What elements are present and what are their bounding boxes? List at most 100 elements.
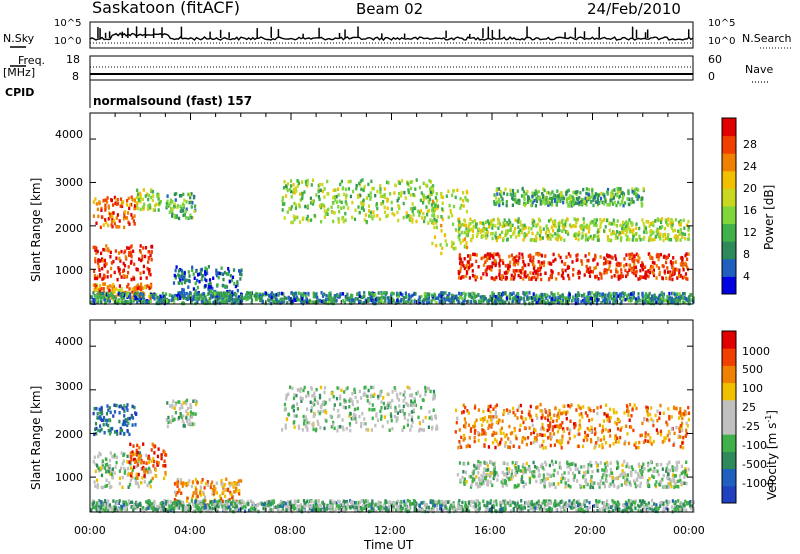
heatmap-cell [405, 215, 408, 219]
heatmap-cell [185, 296, 188, 301]
heatmap-cell [589, 200, 592, 204]
heatmap-cell [647, 274, 650, 279]
xtick-label: 04:00 [174, 524, 206, 537]
heatmap-cell [460, 230, 463, 235]
heatmap-cell [427, 386, 430, 391]
heatmap-cell [238, 488, 241, 493]
heatmap-cell [190, 484, 193, 489]
heatmap-cell [223, 488, 226, 492]
heatmap-cell [619, 301, 622, 306]
heatmap-cell [385, 180, 389, 185]
heatmap-cell [190, 301, 193, 305]
heatmap-cell [649, 267, 652, 271]
heatmap-cell [635, 269, 638, 274]
heatmap-cell [511, 301, 514, 305]
heatmap-cell [540, 200, 543, 204]
heatmap-cell [652, 268, 655, 273]
heatmap-cell [471, 269, 474, 273]
heatmap-cell [518, 256, 521, 260]
heatmap-cell [224, 300, 227, 304]
heatmap-cell [511, 188, 515, 193]
heatmap-cell [587, 300, 590, 305]
heatmap-cell [128, 246, 131, 250]
heatmap-cell [336, 429, 339, 433]
heatmap-cell [567, 232, 570, 236]
heatmap-cell [185, 419, 189, 423]
heatmap-cell [610, 194, 613, 198]
heatmap-cell [275, 293, 278, 297]
heatmap-cell [672, 443, 675, 447]
heatmap-cell [428, 179, 431, 183]
heatmap-cell [398, 300, 401, 304]
heatmap-cell [110, 198, 113, 202]
heatmap-cell [606, 203, 609, 207]
heatmap-cell [551, 428, 554, 432]
heatmap-cell [129, 294, 132, 299]
heatmap-cell [322, 203, 325, 207]
heatmap-cell [179, 204, 182, 209]
heatmap-cell [93, 298, 96, 302]
heatmap-cell [403, 190, 406, 195]
heatmap-cell [687, 237, 690, 241]
heatmap-cell [407, 190, 410, 195]
heatmap-cell [411, 403, 414, 408]
heatmap-cell [552, 295, 555, 299]
heatmap-cell [312, 202, 315, 206]
heatmap-cell [515, 235, 518, 239]
heatmap-cell [411, 293, 414, 298]
heatmap-cell [199, 294, 202, 298]
heatmap-cell [237, 479, 240, 483]
heatmap-cell [260, 297, 263, 301]
heatmap-cell [562, 227, 566, 232]
heatmap-cell [332, 407, 335, 411]
heatmap-cell [357, 205, 360, 209]
heatmap-cell [218, 271, 221, 276]
heatmap-cell [220, 478, 223, 483]
heatmap-cell [617, 277, 620, 281]
heatmap-cell [288, 187, 291, 192]
heatmap-cell [674, 260, 677, 264]
heatmap-cell [632, 292, 635, 297]
heatmap-cell [234, 486, 238, 491]
heatmap-cell [408, 412, 411, 417]
heatmap-cell [435, 243, 438, 248]
heatmap-cell [131, 468, 134, 472]
heatmap-cell [128, 432, 131, 437]
heatmap-cell [630, 200, 633, 205]
heatmap-cell [124, 249, 127, 253]
heatmap-cell [548, 219, 551, 223]
heatmap-cell [571, 195, 574, 199]
heatmap-cell [502, 238, 505, 243]
heatmap-cell [331, 422, 335, 427]
heatmap-cell [413, 299, 416, 304]
heatmap-cell [457, 271, 460, 275]
heatmap-cell [399, 292, 402, 296]
heatmap-cell [132, 249, 135, 253]
heatmap-cell [130, 254, 133, 259]
heatmap-cell [408, 386, 411, 390]
heatmap-cell [221, 299, 224, 303]
heatmap-cell [200, 299, 203, 304]
heatmap-cell [367, 298, 371, 303]
heatmap-cell [609, 269, 613, 274]
heatmap-cell [489, 294, 492, 299]
heatmap-cell [553, 223, 556, 228]
heatmap-cell [136, 283, 139, 287]
heatmap-cell [405, 401, 408, 406]
heatmap-cell [110, 223, 113, 227]
heatmap-cell [98, 268, 101, 272]
heatmap-cell [192, 295, 195, 299]
heatmap-cell [371, 186, 374, 191]
heatmap-cell [332, 301, 335, 306]
heatmap-cell [109, 250, 112, 255]
heatmap-cell [403, 296, 406, 300]
heatmap-cell [114, 201, 117, 206]
heatmap-cell [588, 270, 591, 274]
heatmap-cell [404, 196, 407, 200]
heatmap-cell [578, 424, 581, 428]
heatmap-cell [311, 422, 314, 427]
heatmap-cell [505, 229, 508, 233]
heatmap-cell [564, 268, 567, 273]
heatmap-cell [527, 254, 530, 258]
heatmap-cell [100, 206, 103, 211]
